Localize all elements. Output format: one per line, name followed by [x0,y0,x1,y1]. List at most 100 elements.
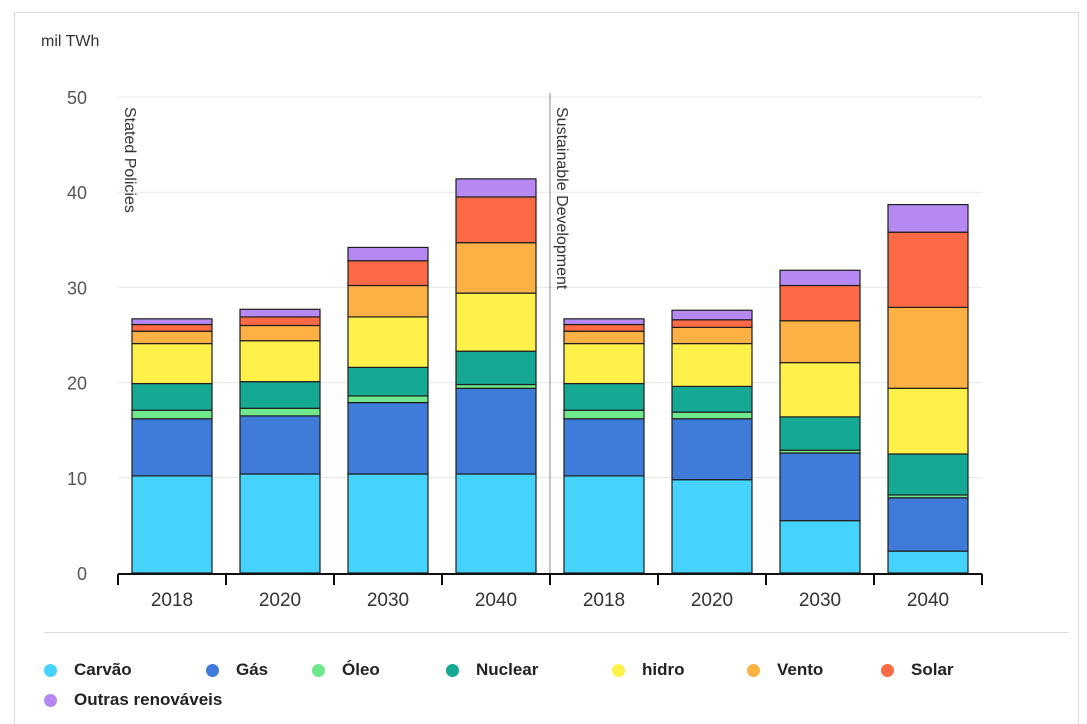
bar-segment [671,411,753,420]
y-axis-unit-label: mil TWh [41,33,100,50]
bar-segment [563,323,645,332]
bar-segment [887,387,969,455]
bar-segment [563,342,645,385]
bar-segment [671,319,753,328]
bar-segment [239,415,321,475]
x-tick-label: 2030 [799,590,841,611]
bar-segment [239,324,321,342]
y-tick-label: 20 [67,374,87,394]
bar-segment [347,284,429,318]
bar-segment [239,340,321,383]
bar-segment [887,231,969,308]
legend-item: Solar [881,660,954,680]
legend-item: Vento [747,660,823,680]
legend-swatch [312,663,325,677]
bar-segment [347,316,429,368]
x-tick-label: 2040 [907,590,949,611]
bar-segment [455,242,537,294]
legend-label: Outras renováveis [74,690,223,709]
bar-segment [455,178,537,198]
y-tick-label: 50 [67,88,87,108]
bar-segment [455,350,537,386]
bar-segment [239,381,321,409]
bar-segment [887,550,969,574]
bar-segment [131,323,213,332]
bar-segment [779,362,861,418]
y-tick-label: 40 [67,183,87,203]
bar-segment [347,260,429,287]
group-label: Stated Policies [121,107,138,213]
bar-segment [671,385,753,413]
bar-segment [347,366,429,397]
bar-segment [671,479,753,574]
bar-segment [671,342,753,388]
x-tick-label: 2040 [475,590,517,611]
bar-segment [563,330,645,345]
bar-segment [887,306,969,389]
bar-segment [779,320,861,364]
bar-segment [455,292,537,352]
bar-segment [671,309,753,321]
bar-segment [779,269,861,287]
bar-segment [671,418,753,481]
x-tick-label: 2020 [691,590,733,611]
bar-segment [239,308,321,318]
bar-segment [347,246,429,262]
bar-segment [347,395,429,404]
y-tick-label: 0 [77,564,87,584]
bar-segment [563,475,645,574]
bar-segment [455,387,537,475]
bar-segment [455,196,537,244]
bar-segment [563,382,645,411]
bar-segment [887,497,969,552]
bar-segment [779,416,861,451]
legend-label: Gás [236,660,269,679]
bar-segment [779,452,861,522]
bar-segment [131,475,213,574]
bar-segment [131,409,213,420]
x-tick-label: 2018 [583,590,625,611]
bar-segment [239,407,321,417]
legend-item: Nuclear [446,660,538,680]
legend-item: Carvão [44,660,132,680]
bar-segment [779,520,861,574]
bar-segment [347,401,429,475]
legend-swatch [206,663,219,677]
bar-segment [779,284,861,322]
bar-segment [563,409,645,420]
bar-segment [131,382,213,411]
bar-segment [131,318,213,326]
legend-label: Carvão [74,660,132,679]
bar-segment [131,418,213,477]
bar-segment [563,318,645,326]
legend-swatch [612,663,625,677]
bar-segment [887,203,969,233]
legend-swatch [881,663,894,677]
bar-segment [131,330,213,345]
bar-segment [347,473,429,574]
legend-swatch [44,663,57,677]
chart-frame [14,12,1079,723]
bar-segment [563,418,645,477]
y-tick-label: 30 [67,278,87,298]
legend-divider [44,632,1069,633]
bar-segment [455,473,537,574]
legend-label: Nuclear [476,660,539,679]
legend-swatch [747,663,760,677]
legend-label: Vento [777,660,824,679]
group-label: Sustainable Development [553,107,570,290]
bar-segment [887,453,969,496]
y-tick-label: 10 [67,469,87,489]
legend-swatch [44,693,57,707]
legend-item: Gás [206,660,268,680]
legend-item: Óleo [312,660,380,680]
legend-item: Outras renováveis [44,690,222,710]
x-tick-label: 2018 [151,590,193,611]
legend-item: hidro [612,660,685,680]
legend-label: Óleo [342,660,380,679]
legend-swatch [446,663,459,677]
legend-label: hidro [642,660,685,679]
bar-segment [239,316,321,327]
x-tick-label: 2030 [367,590,409,611]
legend-label: Solar [911,660,954,679]
